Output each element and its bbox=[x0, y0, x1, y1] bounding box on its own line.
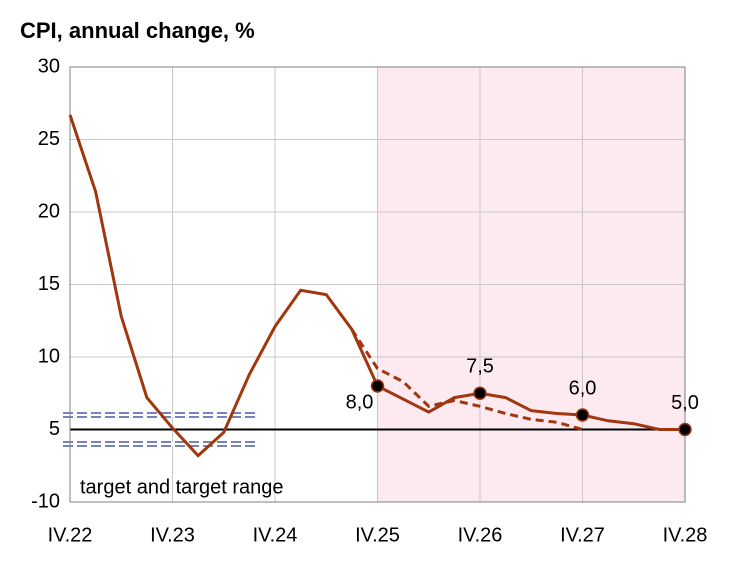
chart-title: CPI, annual change, % bbox=[20, 18, 255, 43]
data-label: 6,0 bbox=[569, 377, 597, 399]
y-tick-label: -10 bbox=[31, 490, 60, 512]
y-tick-label: 15 bbox=[38, 273, 60, 295]
point-marker bbox=[370, 379, 385, 393]
y-tick-label: 30 bbox=[38, 55, 60, 77]
target-range bbox=[62, 441, 256, 447]
y-tick-label: 10 bbox=[38, 345, 60, 367]
x-tick-label: IV.28 bbox=[663, 524, 708, 546]
x-tick-label: IV.23 bbox=[150, 524, 195, 546]
x-tick-label: IV.22 bbox=[48, 524, 93, 546]
point-marker bbox=[575, 408, 590, 422]
point-marker bbox=[473, 386, 487, 400]
x-tick-label: IV.24 bbox=[253, 524, 298, 546]
target-range bbox=[62, 412, 256, 418]
x-tick-label: IV.26 bbox=[458, 524, 503, 546]
data-label: 5,0 bbox=[671, 392, 699, 414]
annotation: target and target range bbox=[80, 476, 283, 498]
x-tick-label: IV.27 bbox=[560, 524, 605, 546]
y-tick-label: 25 bbox=[38, 128, 60, 150]
y-tick-label: 20 bbox=[38, 200, 60, 222]
x-tick-label: IV.25 bbox=[355, 524, 400, 546]
point-marker bbox=[678, 422, 692, 437]
data-label: 8,0 bbox=[346, 391, 374, 413]
data-label: 7,5 bbox=[466, 356, 494, 378]
plot-frame bbox=[69, 66, 686, 503]
series-line bbox=[350, 328, 583, 431]
y-tick-label: 5 bbox=[49, 418, 60, 440]
